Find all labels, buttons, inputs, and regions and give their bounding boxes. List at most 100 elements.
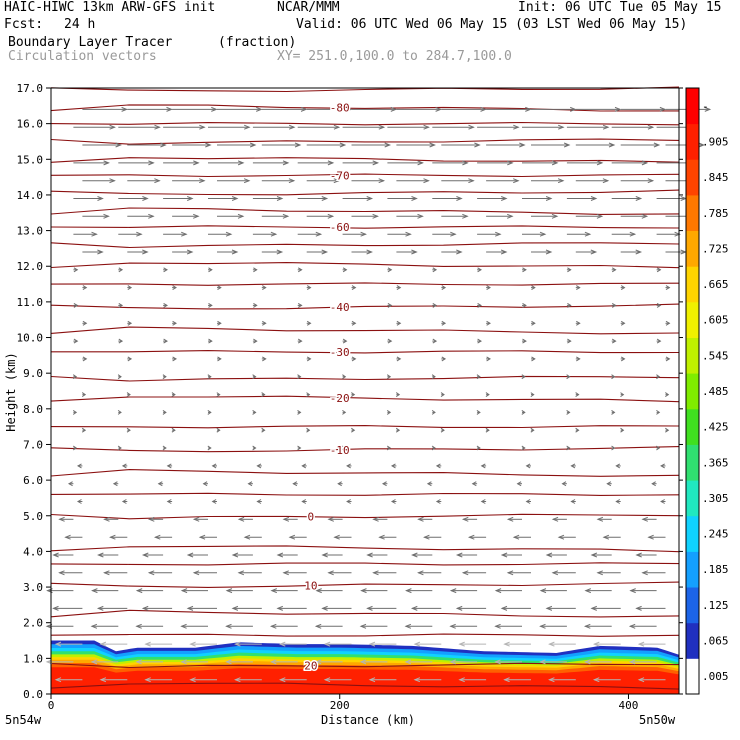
wind-vector-head — [596, 570, 603, 576]
wind-vector-head — [337, 481, 342, 487]
wind-vector-head — [97, 552, 104, 558]
wind-vector-head — [656, 302, 662, 308]
wind-vector-head — [637, 641, 645, 647]
wind-vector-head — [97, 196, 104, 201]
wind-vector-head — [81, 427, 87, 433]
y-axis-title: Height (km) — [4, 352, 18, 431]
wind-vector-head — [522, 267, 527, 273]
wind-vector-head — [501, 196, 508, 201]
wind-vector-head — [282, 213, 290, 219]
wind-vector-head — [99, 641, 107, 647]
wind-vector-head — [372, 570, 379, 576]
wind-vector-head — [615, 463, 621, 469]
wind-vector-head — [315, 231, 323, 237]
init-time: Init: 06 UTC Tue 05 May 15 — [518, 0, 722, 15]
wind-vector-head — [449, 623, 456, 629]
wind-vector-head — [163, 302, 168, 308]
wind-vector-head — [480, 499, 486, 504]
wind-vector-head — [602, 534, 610, 540]
wind-vector-head — [225, 659, 232, 665]
wind-vector-head — [432, 338, 438, 344]
wind-vector-head — [127, 320, 133, 326]
wind-vector-head — [545, 605, 553, 611]
wind-vector-head — [423, 124, 430, 130]
wind-vector-head — [513, 178, 520, 184]
contour-labels: -80 -70 -60 -40 -30 -20 -10 0 10 20 — [303, 100, 351, 674]
axes: 0.0 1.0 2.0 3.0 4.0 5.0 6.0 7.0 8.0 9.0 10.0 11.0 12… — [5, 82, 683, 727]
wind-vector-head — [243, 534, 251, 540]
wind-vector-head — [647, 124, 655, 130]
wind-vector-head — [127, 285, 133, 291]
wind-vector-head — [665, 285, 671, 291]
wind-vector-head — [282, 160, 290, 166]
wind-vector-head — [530, 427, 535, 433]
colorbar-label: .605 — [702, 314, 729, 327]
wind-vector-head — [387, 338, 393, 344]
wind-vector-head — [261, 392, 266, 398]
wind-vector-head — [506, 516, 514, 522]
circulation-vectors — [45, 106, 712, 683]
contour-line — [50, 469, 680, 477]
wind-vector-head — [192, 516, 200, 522]
wind-vector-head — [180, 623, 187, 629]
wind-vector-head — [306, 392, 311, 398]
wind-vector-head — [315, 588, 322, 594]
contour-line — [50, 157, 680, 163]
wind-vector-head — [476, 409, 481, 415]
wind-vector-head — [109, 534, 116, 540]
wind-vector-head — [435, 499, 441, 504]
wind-vector-head — [590, 605, 597, 611]
wind-vector-head — [396, 356, 402, 362]
colorbar-label: .065 — [702, 635, 729, 648]
wind-vector-head — [615, 499, 621, 504]
wind-vector-head — [468, 178, 475, 184]
wind-vector-head — [253, 267, 258, 273]
x-tick-label: 400 — [619, 699, 639, 712]
colorbar-swatch — [686, 194, 699, 231]
contour-line — [50, 395, 680, 403]
wind-vector-head — [109, 178, 116, 184]
wind-vector-head — [660, 499, 665, 504]
wind-vector-head — [366, 196, 374, 201]
wind-vector-head — [486, 285, 491, 291]
y-tick-label: 13.0 — [17, 225, 44, 238]
wind-vector-head — [297, 338, 303, 344]
wind-vector-head — [269, 659, 277, 665]
wind-vector-head — [656, 267, 662, 273]
wind-vector-head — [456, 249, 463, 255]
colorbar-swatch — [686, 408, 699, 445]
wind-vector-head — [366, 605, 373, 611]
wind-vector-head — [163, 267, 168, 273]
wind-vector-head — [521, 374, 526, 380]
wind-vector-head — [467, 534, 475, 540]
wind-vector-head — [368, 677, 376, 683]
wind-vector-head — [381, 481, 387, 487]
y-tick-label: 9.0 — [23, 367, 43, 380]
wind-vector-head — [342, 302, 348, 308]
wind-vector-head — [103, 213, 110, 219]
wind-vector-head — [323, 677, 331, 683]
wind-vector-head — [372, 213, 379, 219]
wind-vector-head — [118, 267, 124, 273]
contour-line — [50, 86, 680, 93]
wind-vector-head — [611, 374, 616, 380]
model-title: HAIC-HIWC 13km ARW-GFS init — [4, 0, 216, 15]
wind-vector-head — [127, 356, 133, 362]
wind-vector-head — [166, 106, 173, 112]
x-end-label-right: 5n50w — [639, 713, 676, 727]
wind-vector-head — [171, 392, 176, 398]
wind-vector-head — [321, 552, 328, 558]
wind-vector-head — [186, 552, 194, 558]
wind-vector-head — [160, 142, 167, 148]
contour-line — [50, 189, 680, 196]
x-tick-label: 0 — [48, 699, 55, 712]
wind-vector-head — [288, 178, 296, 184]
wind-vector-head — [52, 552, 59, 558]
wind-vector-head — [531, 285, 536, 291]
wind-vector-head — [148, 160, 155, 166]
colorbar-swatch — [686, 444, 699, 481]
wind-vector-head — [211, 106, 218, 112]
wind-vector-head — [297, 374, 302, 380]
contour-line — [50, 662, 680, 669]
org-label: NCAR/MMM — [277, 0, 340, 15]
